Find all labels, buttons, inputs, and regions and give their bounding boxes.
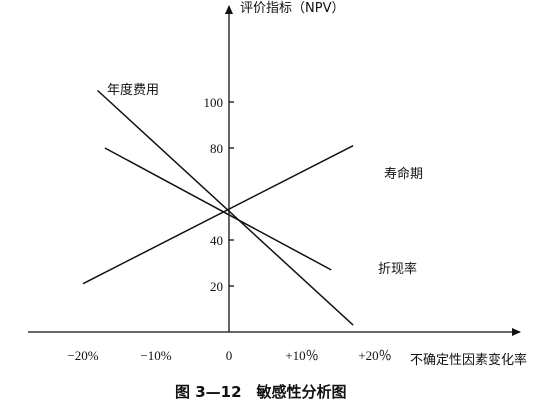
series-line-discount-rate bbox=[104, 147, 332, 271]
x-axis-label: 不确定性因素变化率 bbox=[410, 352, 527, 368]
y-axis-label: 评价指标（NPV） bbox=[240, 1, 344, 16]
y-tick-label: 40 bbox=[210, 233, 223, 248]
series-line-service-life bbox=[82, 145, 354, 285]
x-tick-label: +10％ bbox=[285, 348, 318, 363]
series-label: 寿命期 bbox=[384, 166, 423, 182]
series-label: 年度费用 bbox=[107, 82, 159, 98]
series-label: 折现率 bbox=[378, 261, 417, 277]
y-tick-label: 100 bbox=[204, 95, 224, 110]
chart-title: 图 3—12 敏感性分析图 bbox=[175, 383, 347, 401]
y-tick-label: 80 bbox=[210, 141, 223, 156]
series-lines bbox=[82, 89, 354, 326]
x-tick-label: 0 bbox=[226, 348, 233, 363]
series-line-annual-cost bbox=[97, 89, 354, 326]
x-tick-label: −10% bbox=[140, 348, 171, 363]
x-tick-label: −20% bbox=[67, 348, 98, 363]
y-tick-label: 20 bbox=[210, 279, 223, 294]
x-ticks: −20% −10% 0 +10％ +20％ bbox=[67, 348, 391, 363]
y-ticks: 20 40 80 100 bbox=[204, 95, 234, 294]
x-tick-label: +20％ bbox=[358, 348, 391, 363]
